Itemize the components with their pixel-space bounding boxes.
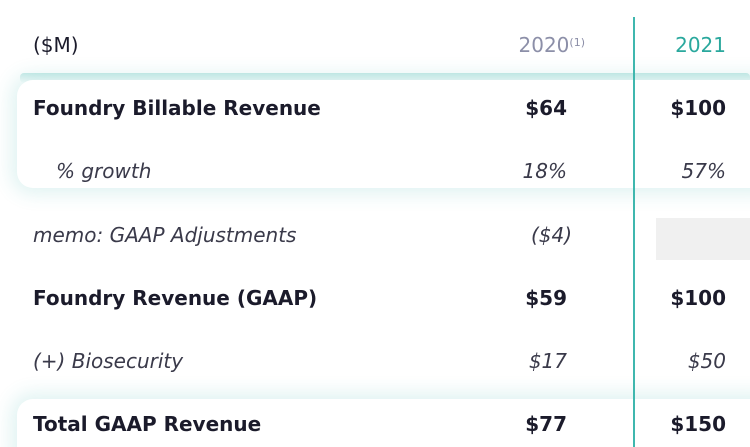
row-label-foundry-billable-revenue: Foundry Billable Revenue [33, 96, 321, 120]
billable-revenue-highlight [17, 80, 750, 188]
value-2021-foundry-billable-revenue: $100 [670, 96, 726, 120]
value-2021-total-gaap-revenue: $150 [670, 412, 726, 436]
units-label: ($M) [33, 33, 79, 57]
column-header-2021: 2021 [675, 33, 726, 57]
total-revenue-highlight [17, 399, 750, 447]
row-label-total-gaap-revenue: Total GAAP Revenue [33, 412, 262, 436]
value-2020-growth: 18% [522, 159, 567, 183]
row-label-biosecurity: (+) Biosecurity [33, 349, 184, 373]
header-underline [20, 73, 750, 83]
row-label-gaap-adjustments: memo: GAAP Adjustments [33, 223, 297, 247]
value-2020-foundry-billable-revenue: $64 [525, 96, 567, 120]
value-2020-gaap-adjustments: ($4) [530, 223, 572, 247]
column-divider [633, 17, 635, 447]
value-2021-foundry-revenue-gaap: $100 [670, 286, 726, 310]
value-2020-biosecurity: $17 [528, 349, 567, 373]
row-label-foundry-revenue-gaap: Foundry Revenue (GAAP) [33, 286, 318, 310]
value-2021-biosecurity: $50 [687, 349, 726, 373]
value-2020-foundry-revenue-gaap: $59 [525, 286, 567, 310]
column-header-2020-text: 2020 [518, 33, 570, 57]
empty-shaded-cell [656, 218, 750, 260]
column-header-2020: 2020(1) [519, 33, 586, 57]
footnote-marker: (1) [569, 36, 585, 49]
value-2020-total-gaap-revenue: $77 [525, 412, 567, 436]
row-label-growth: % growth [56, 159, 152, 183]
value-2021-growth: 57% [681, 159, 726, 183]
